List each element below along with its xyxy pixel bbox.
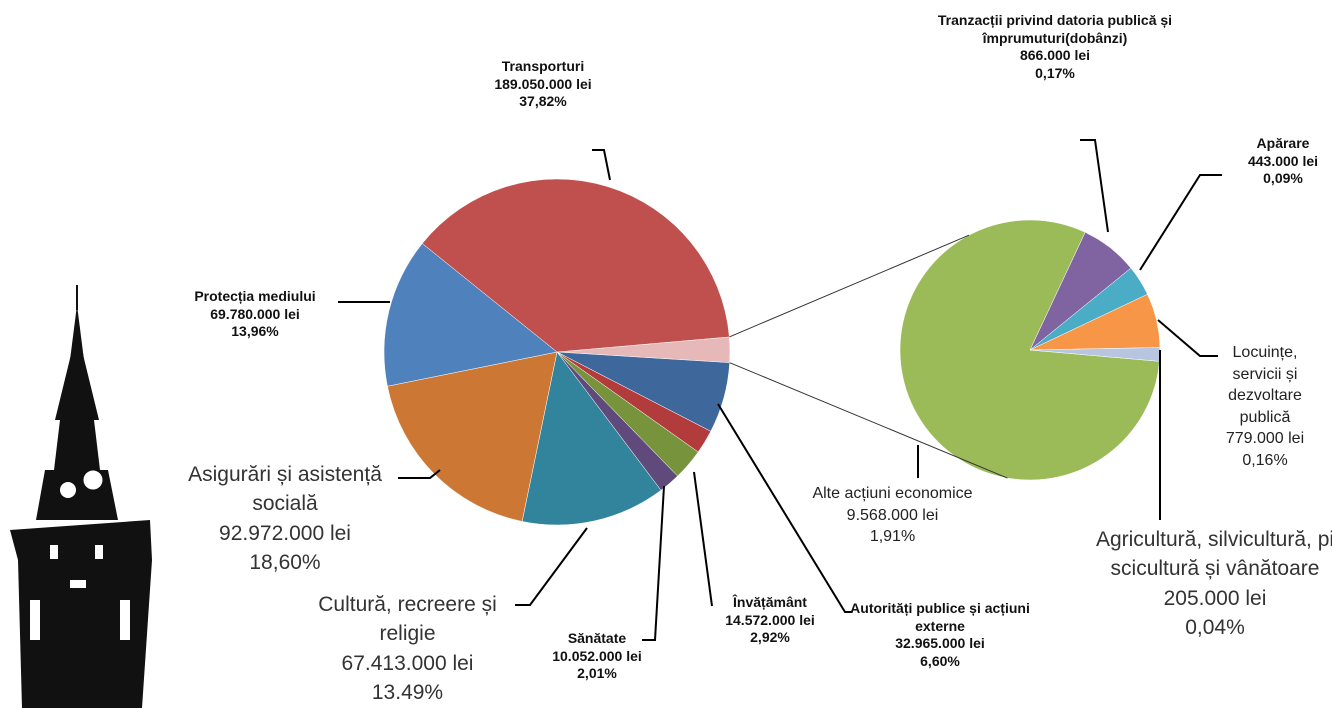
leader-line bbox=[1139, 174, 1222, 271]
leader-line bbox=[717, 403, 852, 613]
percent-label: 2,92% bbox=[750, 629, 790, 645]
slice-name: Alte acțiuni economice bbox=[812, 485, 973, 502]
percent-label: 13,96% bbox=[231, 323, 279, 339]
slice-label: Tranzacții privind datoria publică și îm… bbox=[930, 12, 1180, 82]
slice-name: Transporturi bbox=[501, 58, 585, 74]
amount-label: 10.052.000 lei bbox=[552, 647, 642, 664]
slice-label: Cultură, recreere și religie 67.413.000 l… bbox=[295, 590, 520, 708]
pie-slice bbox=[383, 243, 558, 387]
slice-name: Autorități publice și acțiuni externe bbox=[850, 600, 1030, 634]
amount-label: 443.000 lei bbox=[1247, 152, 1319, 169]
leader-line bbox=[642, 485, 665, 641]
slice-name: Locuințe, servicii și dezvoltare publică bbox=[1228, 344, 1302, 426]
leader-line bbox=[592, 149, 611, 181]
amount-label: 67.413.000 lei bbox=[341, 651, 474, 675]
slice-name: Protecția mediului bbox=[194, 288, 316, 304]
amount-label: 32.965.000 lei bbox=[895, 635, 985, 651]
percent-label: 0,09% bbox=[1263, 170, 1303, 186]
slice-label: Protecția mediului 69.780.000 lei 13,96% bbox=[160, 288, 350, 341]
connector-line bbox=[729, 234, 970, 338]
slice-name: Asigurări și asistență socială bbox=[188, 463, 382, 516]
percent-label: 1,91% bbox=[869, 528, 916, 546]
percent-label: 13.49% bbox=[371, 681, 444, 705]
slice-label: Autorități publice și acțiuni externe 32.… bbox=[850, 600, 1030, 670]
amount-label: 779.000 lei bbox=[1225, 430, 1305, 448]
leader-line bbox=[515, 527, 588, 606]
slice-name: Apărare bbox=[1256, 135, 1310, 151]
pie-slice bbox=[899, 219, 1160, 481]
amount-label: 92.972.000 lei bbox=[219, 521, 351, 545]
percent-label: 2,01% bbox=[577, 665, 617, 681]
amount-label: 9.568.000 lei bbox=[846, 506, 939, 524]
percent-label: 0,04% bbox=[1185, 616, 1245, 640]
amount-label: 205.000 lei bbox=[1163, 586, 1267, 610]
slice-label: Sănătate 10.052.000 lei 2,01% bbox=[537, 630, 657, 683]
pie-slice bbox=[421, 178, 730, 353]
slice-name: Învățământ bbox=[733, 594, 807, 610]
percent-label: 37,82% bbox=[519, 93, 567, 109]
amount-label: 866.000 lei bbox=[1019, 47, 1091, 63]
slice-name: Sănătate bbox=[567, 630, 627, 646]
slice-label: Asigurări și asistență socială 92.972.000… bbox=[165, 460, 405, 578]
percent-label: 6,60% bbox=[920, 652, 960, 669]
slice-name: Tranzacții privind datoria publică și îm… bbox=[937, 12, 1173, 46]
leader-line bbox=[693, 471, 713, 607]
percent-label: 0,16% bbox=[1242, 451, 1288, 469]
percent-label: 18,60% bbox=[249, 551, 321, 575]
connector-line bbox=[729, 362, 1008, 479]
slice-label: Învățământ 14.572.000 lei 2,92% bbox=[705, 594, 835, 647]
slice-name: Agricultură, silvicultură, piscicultură … bbox=[1095, 528, 1332, 581]
slice-label: Alte acțiuni economice 9.568.000 lei 1,91% bbox=[810, 483, 975, 548]
amount-label: 14.572.000 lei bbox=[725, 611, 815, 628]
slice-label: Locuințe, servicii și dezvoltare publică… bbox=[1210, 342, 1320, 472]
amount-label: 189.050.000 lei bbox=[494, 75, 592, 92]
pie-slice bbox=[521, 351, 662, 526]
slice-label: Apărare 443.000 lei 0,09% bbox=[1233, 135, 1332, 188]
percent-label: 0,17% bbox=[1035, 64, 1075, 81]
tower-illustration bbox=[10, 285, 152, 708]
slice-label: Transporturi 189.050.000 lei 37,82% bbox=[443, 58, 643, 111]
amount-label: 69.780.000 lei bbox=[210, 305, 300, 322]
leader-line bbox=[1080, 139, 1109, 233]
slice-label: Agricultură, silvicultură, piscicultură … bbox=[1095, 525, 1332, 643]
leader-line bbox=[1157, 319, 1218, 357]
slice-name: Cultură, recreere și religie bbox=[318, 593, 497, 646]
leader-line bbox=[398, 469, 441, 479]
